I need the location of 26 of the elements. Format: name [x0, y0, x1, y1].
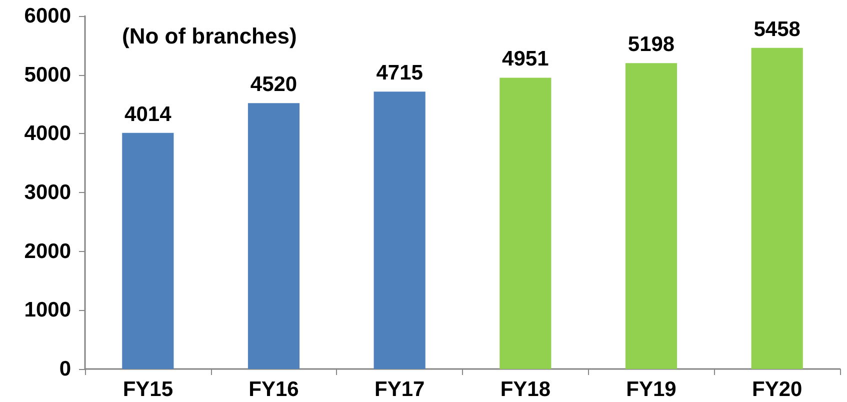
data-label: 4520	[250, 73, 298, 96]
x-tick-label: FY19	[626, 378, 676, 401]
y-tick-label: 5000	[24, 63, 71, 86]
data-label: 4014	[124, 102, 172, 126]
data-label: 4715	[376, 62, 424, 85]
x-tick-label: FY18	[500, 378, 551, 401]
y-tick-label: 3000	[24, 181, 71, 204]
x-tick-label: FY15	[122, 378, 174, 401]
x-tick-label: FY16	[248, 378, 299, 401]
x-tick-label: FY17	[374, 378, 425, 401]
bar	[122, 132, 174, 369]
y-tick-label: 4000	[24, 122, 71, 146]
bar	[751, 48, 803, 369]
y-tick-label: 0	[59, 358, 71, 380]
data-label: 5458	[754, 18, 801, 41]
y-axis-title: (No of branches)	[122, 24, 297, 48]
bar	[374, 92, 426, 369]
y-tick-label: 6000	[24, 4, 71, 28]
bar	[500, 78, 552, 369]
bar	[625, 63, 678, 369]
y-tick-label: 2000	[24, 240, 71, 263]
bar	[248, 103, 300, 369]
data-label: 5198	[628, 33, 675, 56]
y-tick-label: 1000	[24, 298, 71, 322]
data-label: 4951	[502, 48, 550, 71]
x-tick-label: FY20	[752, 378, 802, 401]
